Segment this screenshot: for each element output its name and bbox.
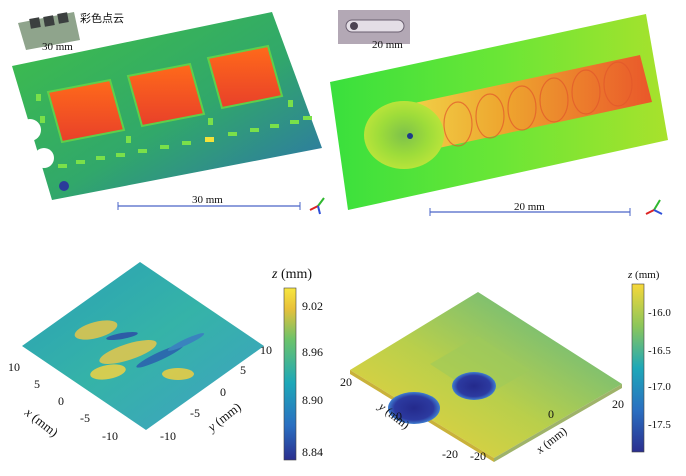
colorbar-tick: 8.90 [302,393,323,407]
raised-step [430,336,530,398]
chip-1 [46,78,126,144]
x-tick: 10 [8,360,20,374]
colorbar-tick: -16.0 [648,307,671,319]
colorbar-title: z (mm) [627,269,660,281]
inset-scale-label: 20 mm [372,39,403,51]
colorbar-tick: -16.5 [648,345,671,357]
x-tick: -5 [80,411,90,425]
colorbar-ticks: 9.02 8.96 8.90 8.84 [302,299,323,459]
scalebar-label: 30 mm [192,194,223,206]
colorbar-tick: 9.02 [302,299,323,313]
weld-bead [405,55,652,152]
colorbar [631,283,645,453]
weld-ripples [443,61,633,147]
axis-triad-icon [309,197,325,215]
y-axis-ticks: 20 0 -20 [340,375,458,461]
x-tick: 20 [612,397,624,411]
board-notch-bottom [34,148,54,168]
board-notch-top [19,119,41,141]
inset-photo-pcb [18,12,80,50]
panel-top-left: 30 mm 彩色点云 30 mm [12,11,325,215]
inset-photo-weld [338,10,410,44]
colorbar-tick: 8.96 [302,345,323,359]
y-axis-label: y (mm) [203,399,244,435]
plate-side-right [494,384,622,462]
chip-2 [126,62,206,128]
panel-bottom-right: 20 0 -20 y (mm) -20 0 20 x (mm) z (mm) -… [340,269,671,463]
colorbar-title: z (mm) [271,267,312,282]
weld-start-crater [364,101,444,169]
colorbar-tick: 8.84 [302,445,323,459]
panel-bottom-left: 10 5 0 -5 -10 x (mm) -10 -5 0 5 10 y (mm… [8,262,323,461]
x-tick: -20 [470,449,486,463]
colorbar-tick: -17.5 [648,419,671,431]
inset-scale-label: 30 mm [42,41,73,53]
x-tick: 0 [58,394,64,408]
y-tick: -20 [442,447,458,461]
crater-center [407,133,413,139]
x-tick: 5 [34,377,40,391]
y-tick: 20 [340,375,352,389]
y-tick: 0 [220,385,226,399]
y-tick: 5 [240,363,246,377]
axis-triad-icon [645,199,663,215]
surface-features [74,320,205,380]
x-tick: 0 [548,407,554,421]
colorbar [283,287,297,461]
chip-3 [206,44,284,110]
y-axis-ticks: -10 -5 0 5 10 [160,343,272,443]
x-axis-ticks: -20 0 20 [470,397,624,463]
colorbar-ticks: -16.0 -16.5 -17.0 -17.5 [648,307,671,431]
pcb-pads [36,94,312,168]
panel-top-right: 20 mm 20 mm [330,10,668,216]
mounting-hole [59,181,69,191]
y-tick: 10 [260,343,272,357]
inset-caption: 彩色点云 [80,11,124,25]
hole-small [452,372,496,400]
x-tick: -10 [102,429,118,443]
y-tick: -10 [160,429,176,443]
hole-large [388,392,440,424]
x-axis-ticks: 10 5 0 -5 -10 [8,360,118,443]
scalebar-label: 20 mm [514,201,545,213]
y-tick: -5 [190,406,200,420]
colorbar-tick: -17.0 [648,381,671,393]
x-axis-label: x (mm) [21,404,61,440]
y-tick: 0 [396,409,402,423]
